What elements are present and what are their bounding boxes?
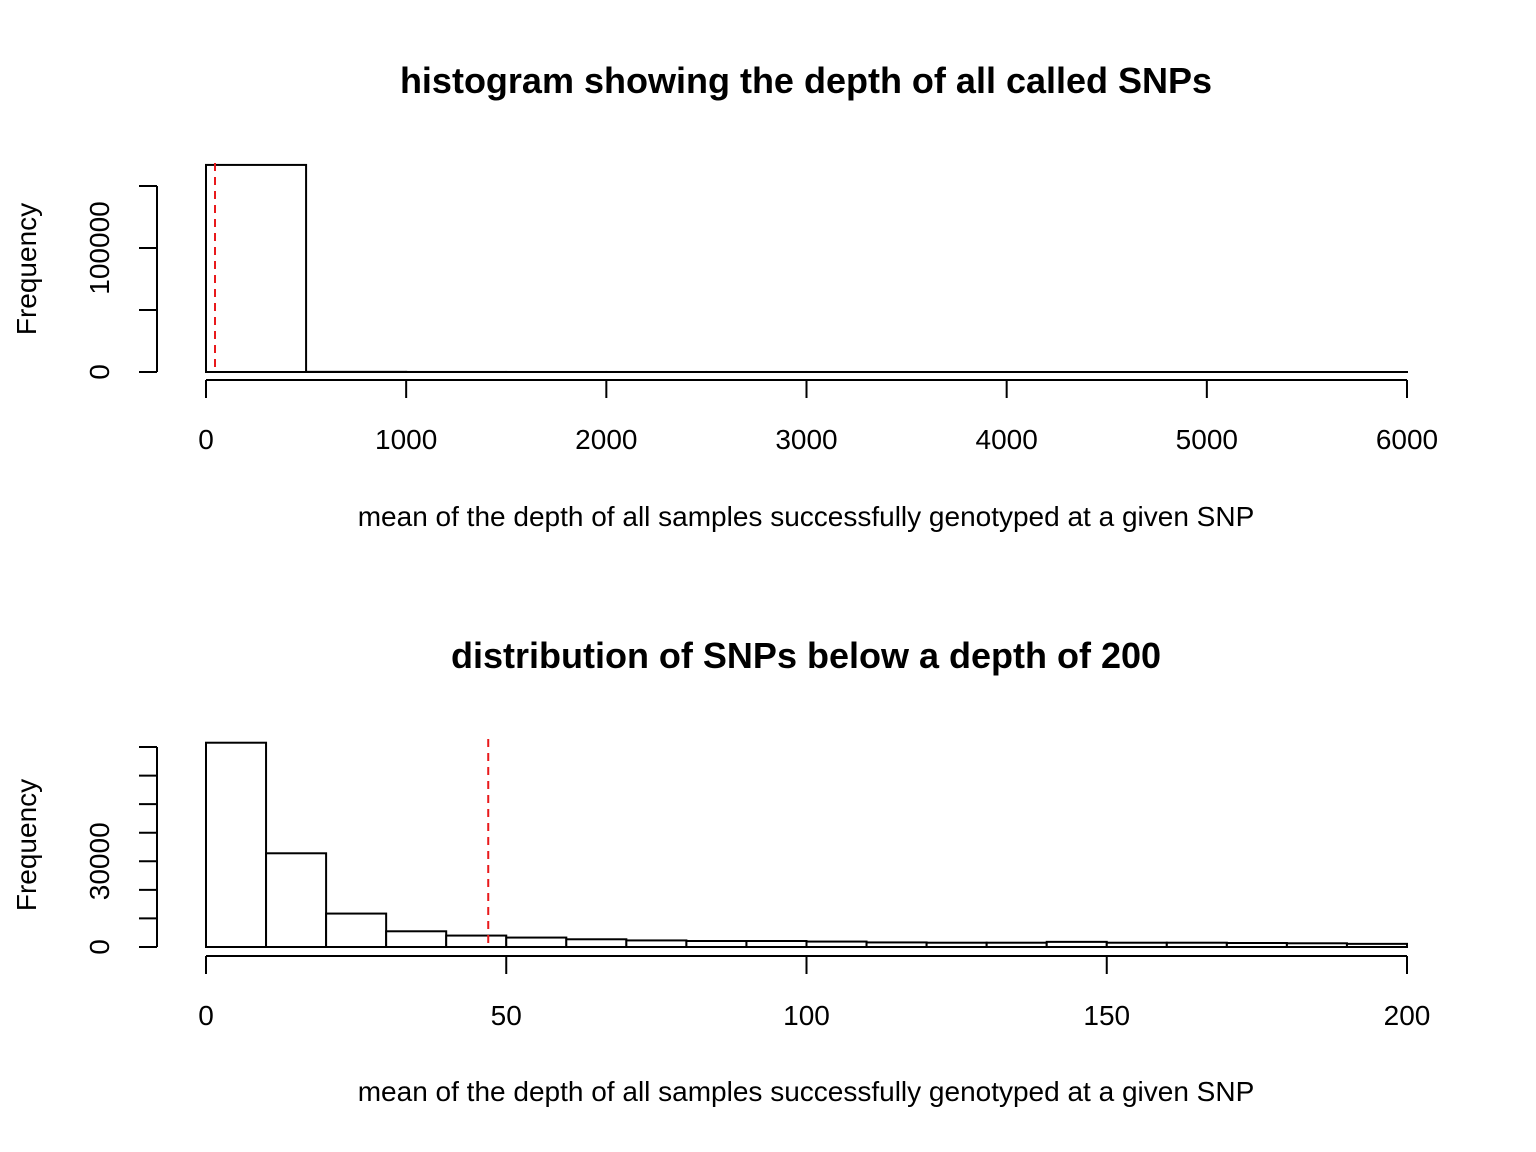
histogram-bar xyxy=(265,852,328,948)
histogram-bars xyxy=(205,741,1408,949)
x-tick-label: 1000 xyxy=(375,424,437,455)
chart-title: distribution of SNPs below a depth of 20… xyxy=(451,635,1161,676)
histogram-bar xyxy=(805,940,868,948)
y-axis: 0 30000 xyxy=(84,746,158,955)
x-tick-label: 3000 xyxy=(775,424,837,455)
x-axis-label: mean of the depth of all samples success… xyxy=(358,501,1255,532)
x-tick-label: 6000 xyxy=(1376,424,1438,455)
x-tick-label: 0 xyxy=(198,424,214,455)
x-tick-label: 200 xyxy=(1384,1000,1431,1031)
histogram-bar xyxy=(1345,942,1408,948)
histogram-bar xyxy=(625,939,688,949)
histogram-bar xyxy=(925,941,988,949)
histogram-bar xyxy=(1225,942,1288,948)
x-tick-label: 100 xyxy=(783,1000,830,1031)
histogram-bar xyxy=(865,941,928,949)
x-tick-label: 0 xyxy=(198,1000,214,1031)
histogram-bar xyxy=(985,941,1048,949)
histogram-bar xyxy=(745,940,808,948)
y-axis-label: Frequency xyxy=(11,203,42,335)
histogram-bar xyxy=(325,912,388,948)
histogram-bar xyxy=(1105,941,1168,949)
y-axis-label: Frequency xyxy=(11,779,42,911)
x-tick-label: 50 xyxy=(491,1000,522,1031)
histogram-bar xyxy=(385,930,448,948)
y-tick-label: 0 xyxy=(84,939,115,955)
y-tick-label: 30000 xyxy=(84,822,115,900)
histogram-bar xyxy=(685,940,748,948)
y-tick-label: 0 xyxy=(84,364,115,380)
y-axis: 0 100000 xyxy=(84,185,158,380)
x-axis: 0 50 100 150 200 xyxy=(198,955,1431,1031)
x-tick-label: 4000 xyxy=(976,424,1038,455)
histogram-bar xyxy=(445,934,508,948)
histogram-bar xyxy=(505,936,568,948)
histogram-bar xyxy=(565,938,628,948)
histogram-bar xyxy=(1165,941,1228,949)
panel-depth-below-200: distribution of SNPs below a depth of 20… xyxy=(11,635,1430,1107)
x-axis-label: mean of the depth of all samples success… xyxy=(358,1076,1255,1107)
x-axis: 0 1000 2000 3000 4000 5000 6000 xyxy=(198,379,1438,455)
x-tick-label: 5000 xyxy=(1176,424,1238,455)
y-tick-label: 100000 xyxy=(84,201,115,294)
chart-title: histogram showing the depth of all calle… xyxy=(400,60,1212,101)
histogram-bar xyxy=(1045,940,1108,948)
histogram-bar xyxy=(205,163,308,373)
x-tick-label: 150 xyxy=(1083,1000,1130,1031)
histogram-bar xyxy=(205,741,268,949)
panel-depth-all-snps: histogram showing the depth of all calle… xyxy=(11,60,1438,532)
histogram-bars xyxy=(205,163,1408,374)
x-tick-label: 2000 xyxy=(575,424,637,455)
histogram-bar xyxy=(1285,942,1348,948)
